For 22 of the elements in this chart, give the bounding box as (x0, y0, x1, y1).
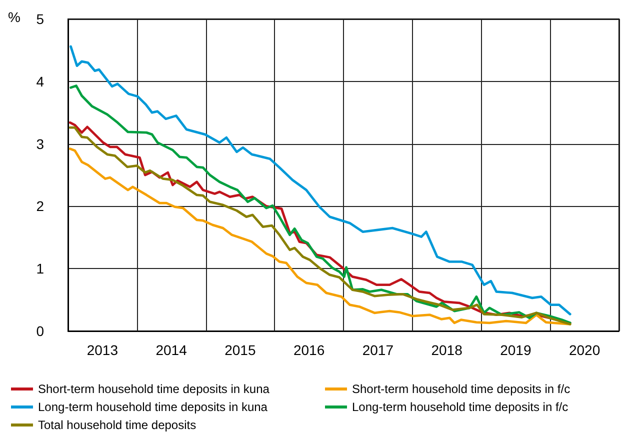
y-tick-label: 0 (36, 323, 44, 339)
y-tick-label: 1 (36, 260, 44, 277)
y-axis-title: % (8, 9, 20, 25)
x-tick-label: 2019 (500, 342, 532, 358)
y-tick-label: 3 (36, 136, 44, 152)
x-tick-label: 2017 (362, 342, 394, 358)
x-tick-label: 2018 (431, 342, 463, 358)
legend-label: Long-term household time deposits in kuna (38, 400, 268, 414)
x-tick-label: 2015 (224, 342, 256, 358)
y-tick-label: 5 (36, 11, 44, 27)
legend-label: Short-term household time deposits in kuna (38, 382, 270, 396)
legend-label: Total household time deposits (38, 418, 196, 432)
x-tick-label: 2013 (86, 342, 118, 358)
x-tick-label: 2016 (293, 342, 325, 358)
x-tick-label: 2020 (568, 342, 600, 358)
line-series (70, 45, 572, 316)
y-tick-label: 2 (36, 198, 44, 214)
legend-label: Short-term household time deposits in f/c (352, 382, 570, 396)
legend-label: Long-term household time deposits in f/c (352, 400, 568, 414)
line-series (70, 84, 572, 324)
y-tick-label: 4 (36, 73, 44, 90)
x-tick-label: 2014 (156, 342, 188, 358)
